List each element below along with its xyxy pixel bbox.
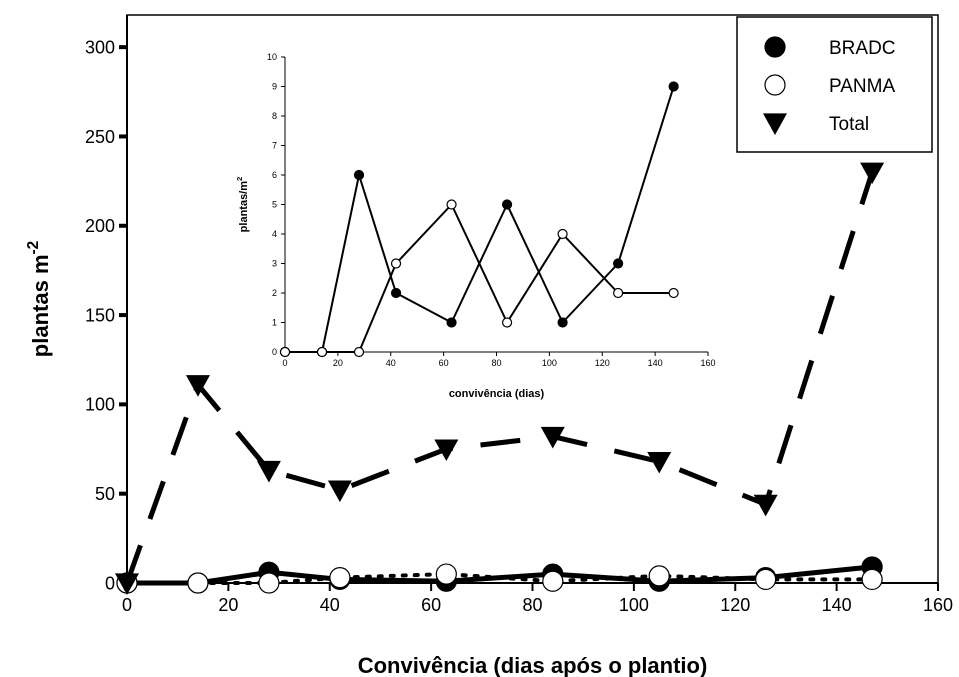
marker [316, 346, 328, 358]
x-tick-label: 60 [421, 595, 441, 615]
marker [557, 317, 568, 328]
marker [329, 567, 351, 589]
marker [435, 563, 457, 585]
x-tick-label: 20 [218, 595, 238, 615]
marker [434, 439, 459, 462]
legend-label: PANMA [829, 76, 895, 97]
series-line [285, 86, 675, 353]
y-tick-label: 8 [272, 111, 277, 121]
x-axis-title: convivência (dias) [449, 388, 545, 400]
x-tick-label: 40 [320, 595, 340, 615]
x-tick-label: 160 [923, 595, 953, 615]
x-tick-label: 80 [491, 358, 501, 368]
x-tick-label: 140 [822, 595, 852, 615]
marker [185, 375, 210, 397]
y-tick-label: 50 [95, 484, 115, 504]
y-tick-label: 200 [85, 216, 115, 236]
x-tick-label: 120 [720, 595, 750, 615]
y-tick-label: 1 [272, 318, 277, 328]
y-axis-title: plantas/m2 [235, 177, 250, 233]
marker [446, 199, 457, 210]
marker [501, 317, 513, 328]
y-tick-label: 150 [85, 305, 115, 325]
marker [446, 317, 457, 328]
y-tick-label: 10 [267, 52, 277, 62]
marker [279, 346, 291, 358]
y-axis-title-main: plantas/m [238, 181, 250, 233]
marker [501, 199, 513, 210]
x-tick-label: 100 [542, 358, 557, 368]
marker [755, 568, 777, 591]
marker [256, 460, 281, 483]
marker [115, 573, 139, 595]
x-tick-label: 100 [619, 595, 649, 615]
y-axis-title-sup: -2 [25, 241, 42, 255]
y-tick-label: 5 [272, 200, 277, 210]
y-tick-label: 0 [272, 347, 277, 357]
y-tick-label: 300 [85, 37, 115, 57]
marker [668, 81, 679, 92]
x-tick-label: 140 [648, 358, 663, 368]
marker [327, 480, 352, 503]
marker [557, 228, 568, 240]
y-tick-label: 7 [272, 141, 277, 151]
x-tick-label: 0 [122, 595, 132, 615]
marker [861, 568, 883, 591]
y-tick-label: 250 [85, 127, 115, 147]
x-tick-label: 0 [282, 358, 287, 368]
y-tick-label: 100 [85, 395, 115, 415]
marker [613, 287, 624, 299]
marker [540, 426, 565, 449]
y-tick-label: 2 [272, 288, 277, 298]
marker [258, 572, 280, 594]
y-tick-label: 3 [272, 259, 277, 269]
marker [390, 258, 402, 269]
marker [613, 258, 624, 269]
x-tick-label: 40 [386, 358, 396, 368]
y-tick-label: 0 [105, 573, 115, 593]
y-tick-label: 9 [272, 82, 277, 92]
series-line [285, 203, 674, 353]
marker [668, 287, 679, 299]
x-tick-label: 160 [700, 358, 715, 368]
marker [647, 451, 672, 474]
series-line [125, 572, 875, 585]
y-axis-title-sup: 2 [235, 177, 244, 181]
marker [753, 494, 778, 517]
y-tick-label: 6 [272, 170, 277, 180]
marker [187, 572, 209, 594]
legend-marker [764, 36, 786, 58]
marker [648, 565, 670, 587]
x-axis-title: Convivência (dias após o plantio) [358, 653, 708, 677]
marker [390, 287, 402, 299]
x-tick-label: 80 [522, 595, 542, 615]
x-tick-label: 120 [595, 358, 610, 368]
legend-marker [764, 74, 786, 96]
marker [542, 570, 564, 592]
legend-label: Total [829, 114, 869, 135]
legend-marker [763, 113, 787, 135]
marker [353, 169, 365, 181]
x-tick-label: 60 [439, 358, 449, 368]
legend-label: BRADC [829, 38, 896, 59]
y-axis-title-main: plantas m [28, 254, 53, 357]
x-tick-label: 20 [333, 358, 343, 368]
marker [353, 346, 365, 358]
marker [860, 162, 885, 185]
y-axis-title: plantas m-2 [25, 241, 53, 357]
y-tick-label: 4 [272, 229, 277, 239]
series-line [124, 171, 875, 584]
